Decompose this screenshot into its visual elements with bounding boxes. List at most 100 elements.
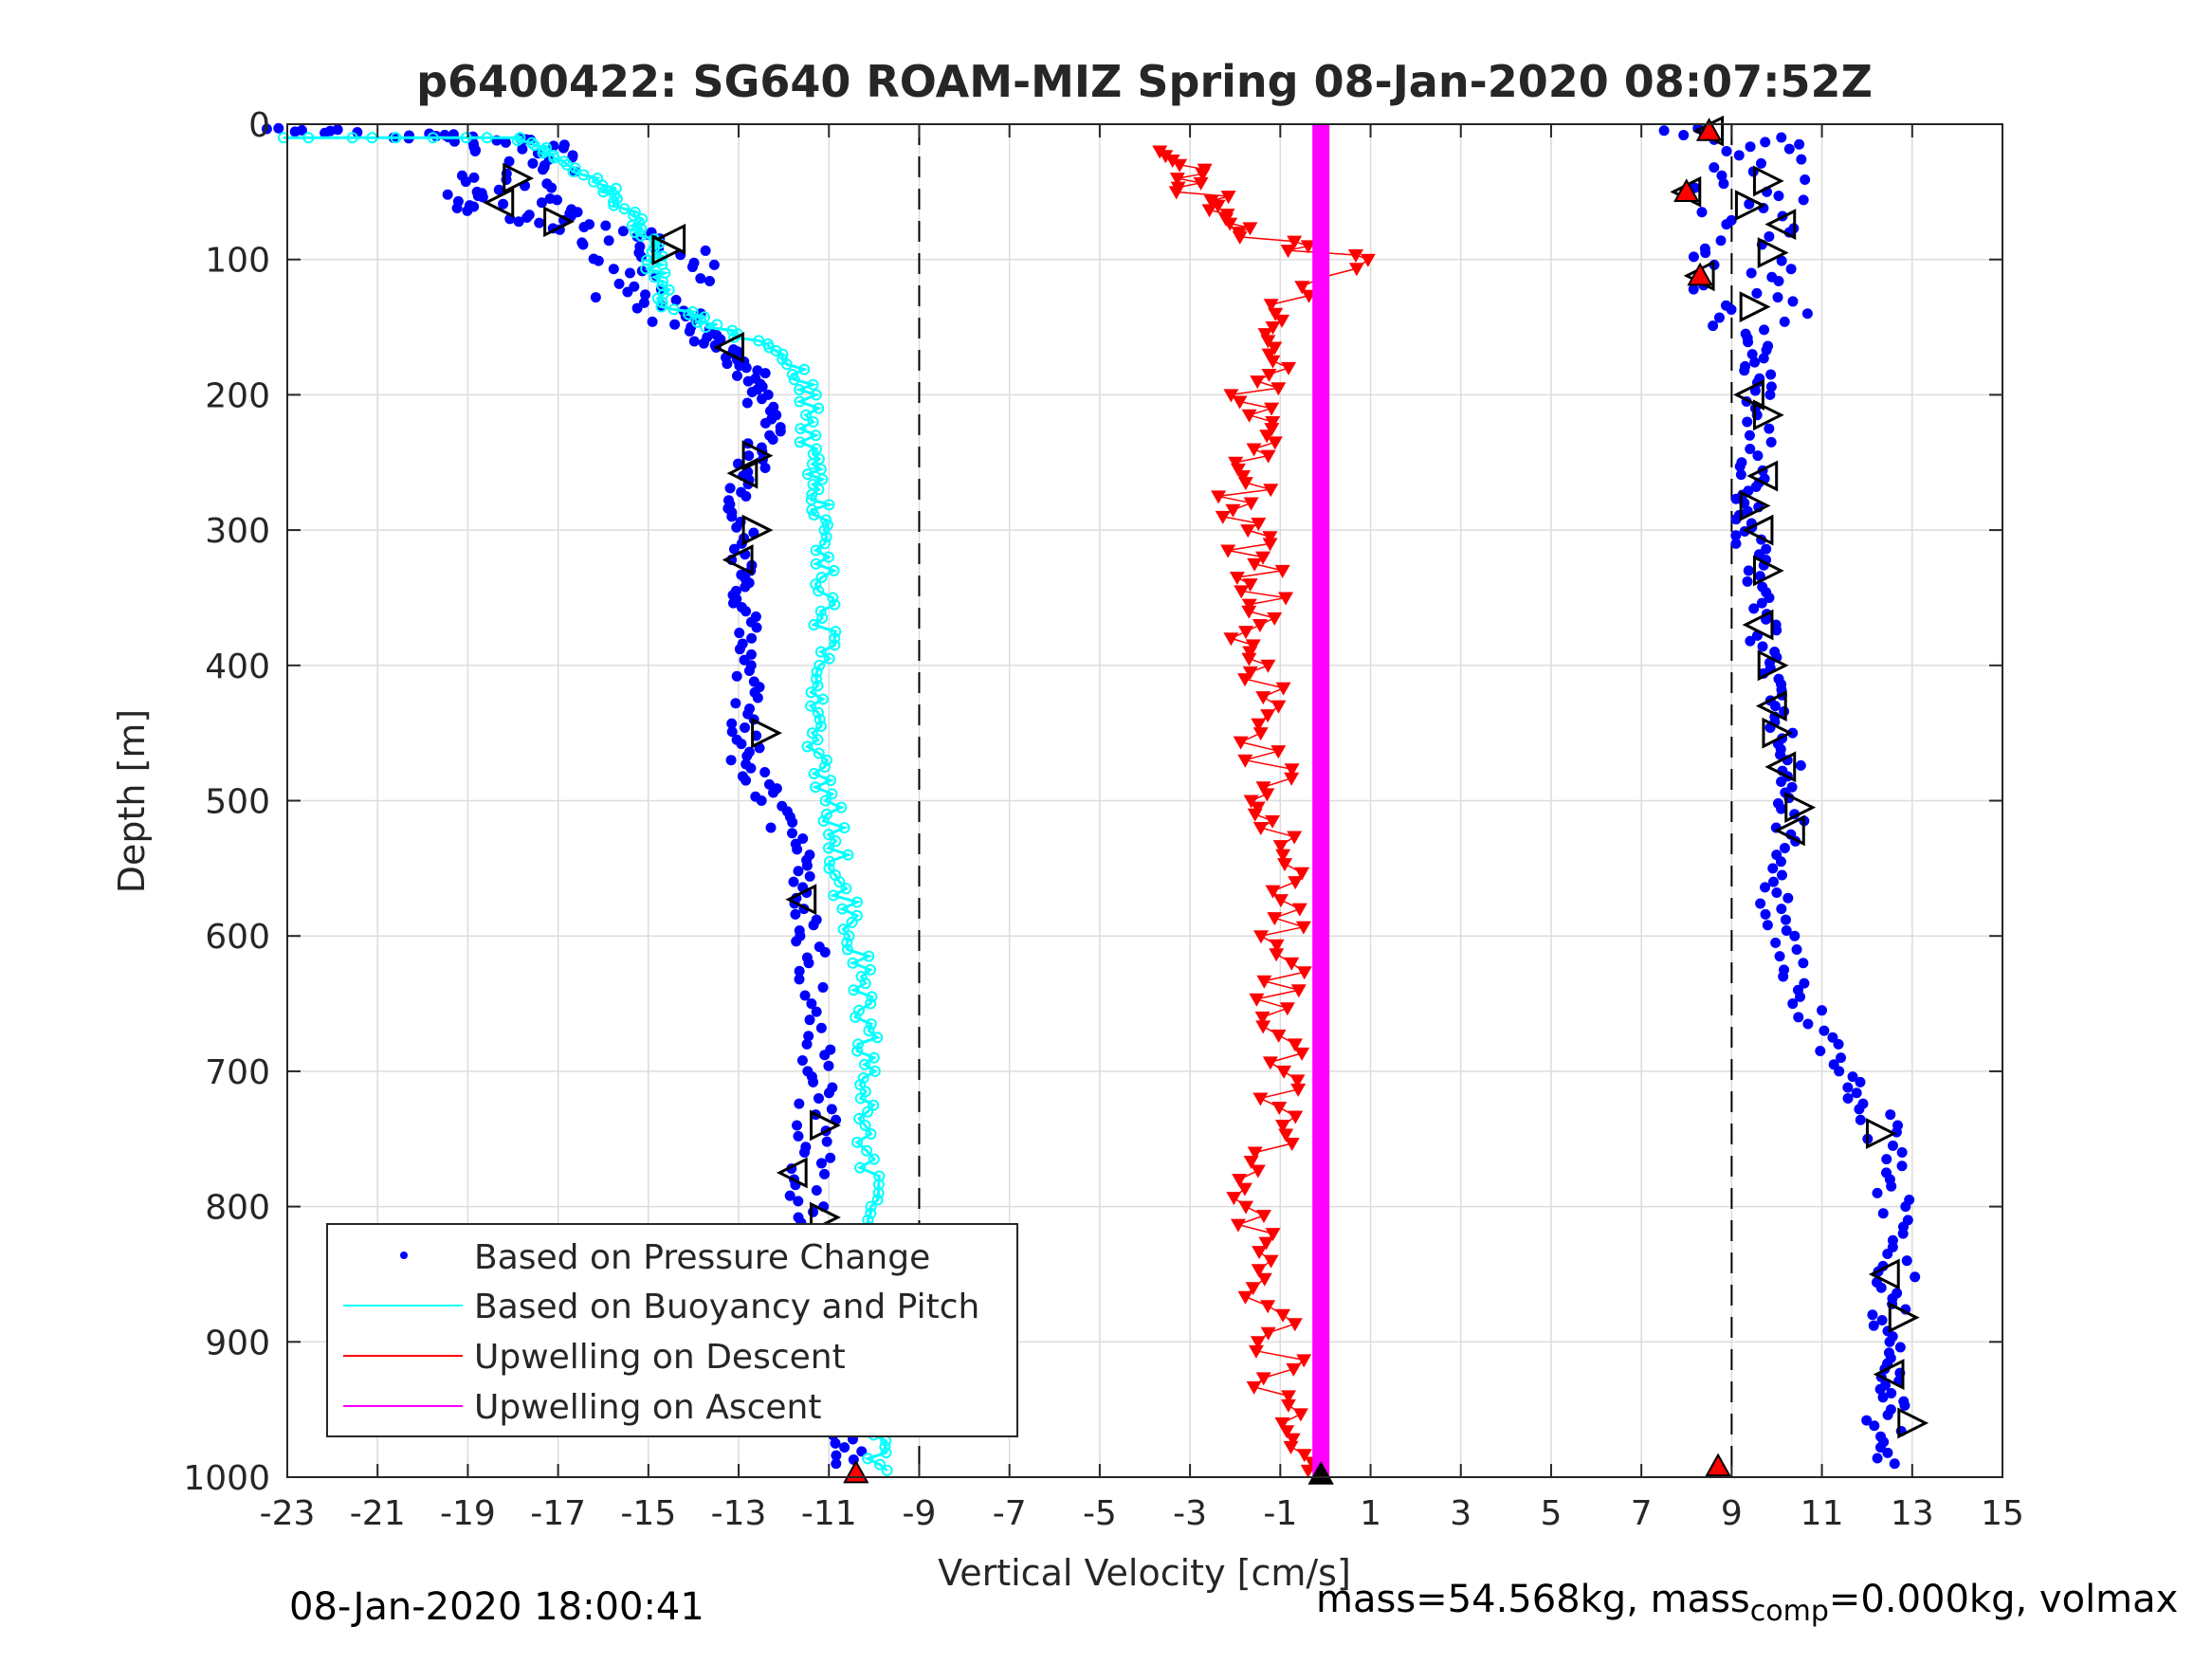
pressure-point: [1794, 139, 1804, 150]
pressure-point: [1689, 251, 1699, 262]
pressure-point: [632, 303, 643, 314]
pressure-point: [753, 693, 763, 704]
pressure-point: [768, 787, 778, 797]
pressure-point: [742, 397, 753, 408]
pressure-point: [831, 1458, 841, 1469]
pressure-point: [1767, 863, 1778, 873]
pressure-point: [1786, 264, 1797, 274]
pressure-point: [827, 1104, 837, 1114]
pressure-point: [1780, 317, 1790, 327]
pressure-point: [760, 418, 771, 429]
pressure-point: [461, 176, 471, 187]
pressure-point: [1855, 1077, 1865, 1087]
legend-label-pressure: Based on Pressure Change: [474, 1238, 930, 1277]
pressure-point: [1787, 296, 1798, 306]
x-tick-label: -19: [440, 1494, 496, 1533]
pressure-point: [740, 582, 750, 593]
pressure-point: [1745, 430, 1755, 441]
pressure-point: [1751, 288, 1762, 299]
pressure-point: [1770, 701, 1781, 711]
pressure-point: [1770, 938, 1781, 948]
pressure-point: [1759, 353, 1769, 363]
pressure-point: [1776, 904, 1786, 914]
pressure-point: [1780, 843, 1790, 853]
x-tick-label: -3: [1173, 1494, 1207, 1533]
pressure-point: [802, 860, 813, 870]
pressure-point: [1734, 150, 1745, 160]
pressure-point: [273, 123, 283, 134]
y-tick-label: 800: [205, 1189, 270, 1228]
pressure-point: [797, 1055, 808, 1066]
pressure-point: [740, 606, 751, 616]
pressure-point: [1897, 1147, 1908, 1158]
legend-label-upwelling-ascent: Upwelling on Ascent: [474, 1388, 821, 1427]
pressure-point: [1709, 162, 1719, 173]
pressure-point: [766, 823, 777, 833]
pressure-point: [793, 1196, 803, 1206]
pressure-point: [462, 206, 472, 216]
footer-mass-prefix: mass=54.568kg, mass: [1316, 1578, 1750, 1621]
pressure-point: [757, 393, 767, 404]
pressure-point: [1659, 125, 1670, 136]
pressure-point: [552, 194, 562, 205]
pressure-point: [1755, 898, 1765, 908]
footer-mass-subscript: comp: [1750, 1595, 1829, 1628]
pressure-point: [1854, 1104, 1864, 1114]
pressure-point: [1779, 706, 1789, 717]
pressure-point: [1881, 1154, 1892, 1164]
pressure-point: [757, 795, 767, 806]
x-tick-label: -17: [530, 1494, 586, 1533]
pressure-point: [527, 158, 538, 169]
pressure-point: [1784, 144, 1795, 155]
x-tick-label: 5: [1540, 1494, 1562, 1533]
pressure-point: [1776, 856, 1786, 867]
pressure-point: [1876, 1283, 1887, 1293]
pressure-point: [825, 1153, 835, 1163]
pressure-point: [759, 767, 770, 777]
pressure-point: [793, 866, 803, 876]
pressure-point: [625, 267, 635, 278]
pressure-point: [1746, 141, 1756, 152]
pressure-point: [699, 338, 709, 349]
y-tick-label: 300: [205, 512, 270, 551]
x-tick-label: -7: [993, 1494, 1027, 1533]
pressure-point: [839, 1442, 850, 1453]
pressure-point: [1760, 882, 1770, 892]
pressure-point: [746, 633, 757, 644]
pressure-point: [514, 216, 524, 227]
pressure-point: [792, 1120, 802, 1130]
pressure-point: [1766, 437, 1777, 448]
footer-timestamp: 08-Jan-2020 18:00:41: [289, 1585, 704, 1629]
pressure-point: [1756, 158, 1766, 169]
pressure-point: [1787, 998, 1798, 1009]
pressure-point: [808, 1077, 818, 1087]
pressure-point: [1739, 365, 1749, 375]
x-tick-label: -13: [711, 1494, 767, 1533]
pressure-point: [732, 371, 742, 381]
pressure-point: [1834, 1066, 1844, 1076]
pressure-point: [290, 126, 301, 137]
footer-mass-info: mass=54.568kg, masscomp=0.000kg, volmax: [1316, 1578, 2178, 1628]
pressure-point: [726, 511, 737, 521]
y-tick-label: 900: [205, 1324, 270, 1362]
pressure-point: [1888, 1141, 1898, 1151]
pressure-point: [1764, 231, 1774, 242]
pressure-point: [1748, 603, 1759, 613]
pressure-point: [1898, 1229, 1909, 1239]
pressure-point: [776, 426, 786, 436]
pressure-point: [1773, 292, 1783, 302]
pressure-point: [819, 1169, 830, 1179]
x-tick-label: 15: [1981, 1494, 2024, 1533]
pressure-point: [1789, 931, 1800, 941]
pressure-point: [1800, 174, 1810, 185]
pressure-point: [1882, 1448, 1892, 1458]
pressure-point: [787, 817, 797, 828]
pressure-point: [1760, 137, 1770, 147]
pressure-point: [1819, 1026, 1829, 1036]
pressure-point: [741, 362, 752, 373]
pressure-point: [1763, 920, 1773, 930]
pressure-point: [1759, 324, 1769, 335]
pressure-point: [740, 722, 750, 733]
pressure-point: [709, 260, 720, 270]
pressure-point: [740, 491, 751, 502]
